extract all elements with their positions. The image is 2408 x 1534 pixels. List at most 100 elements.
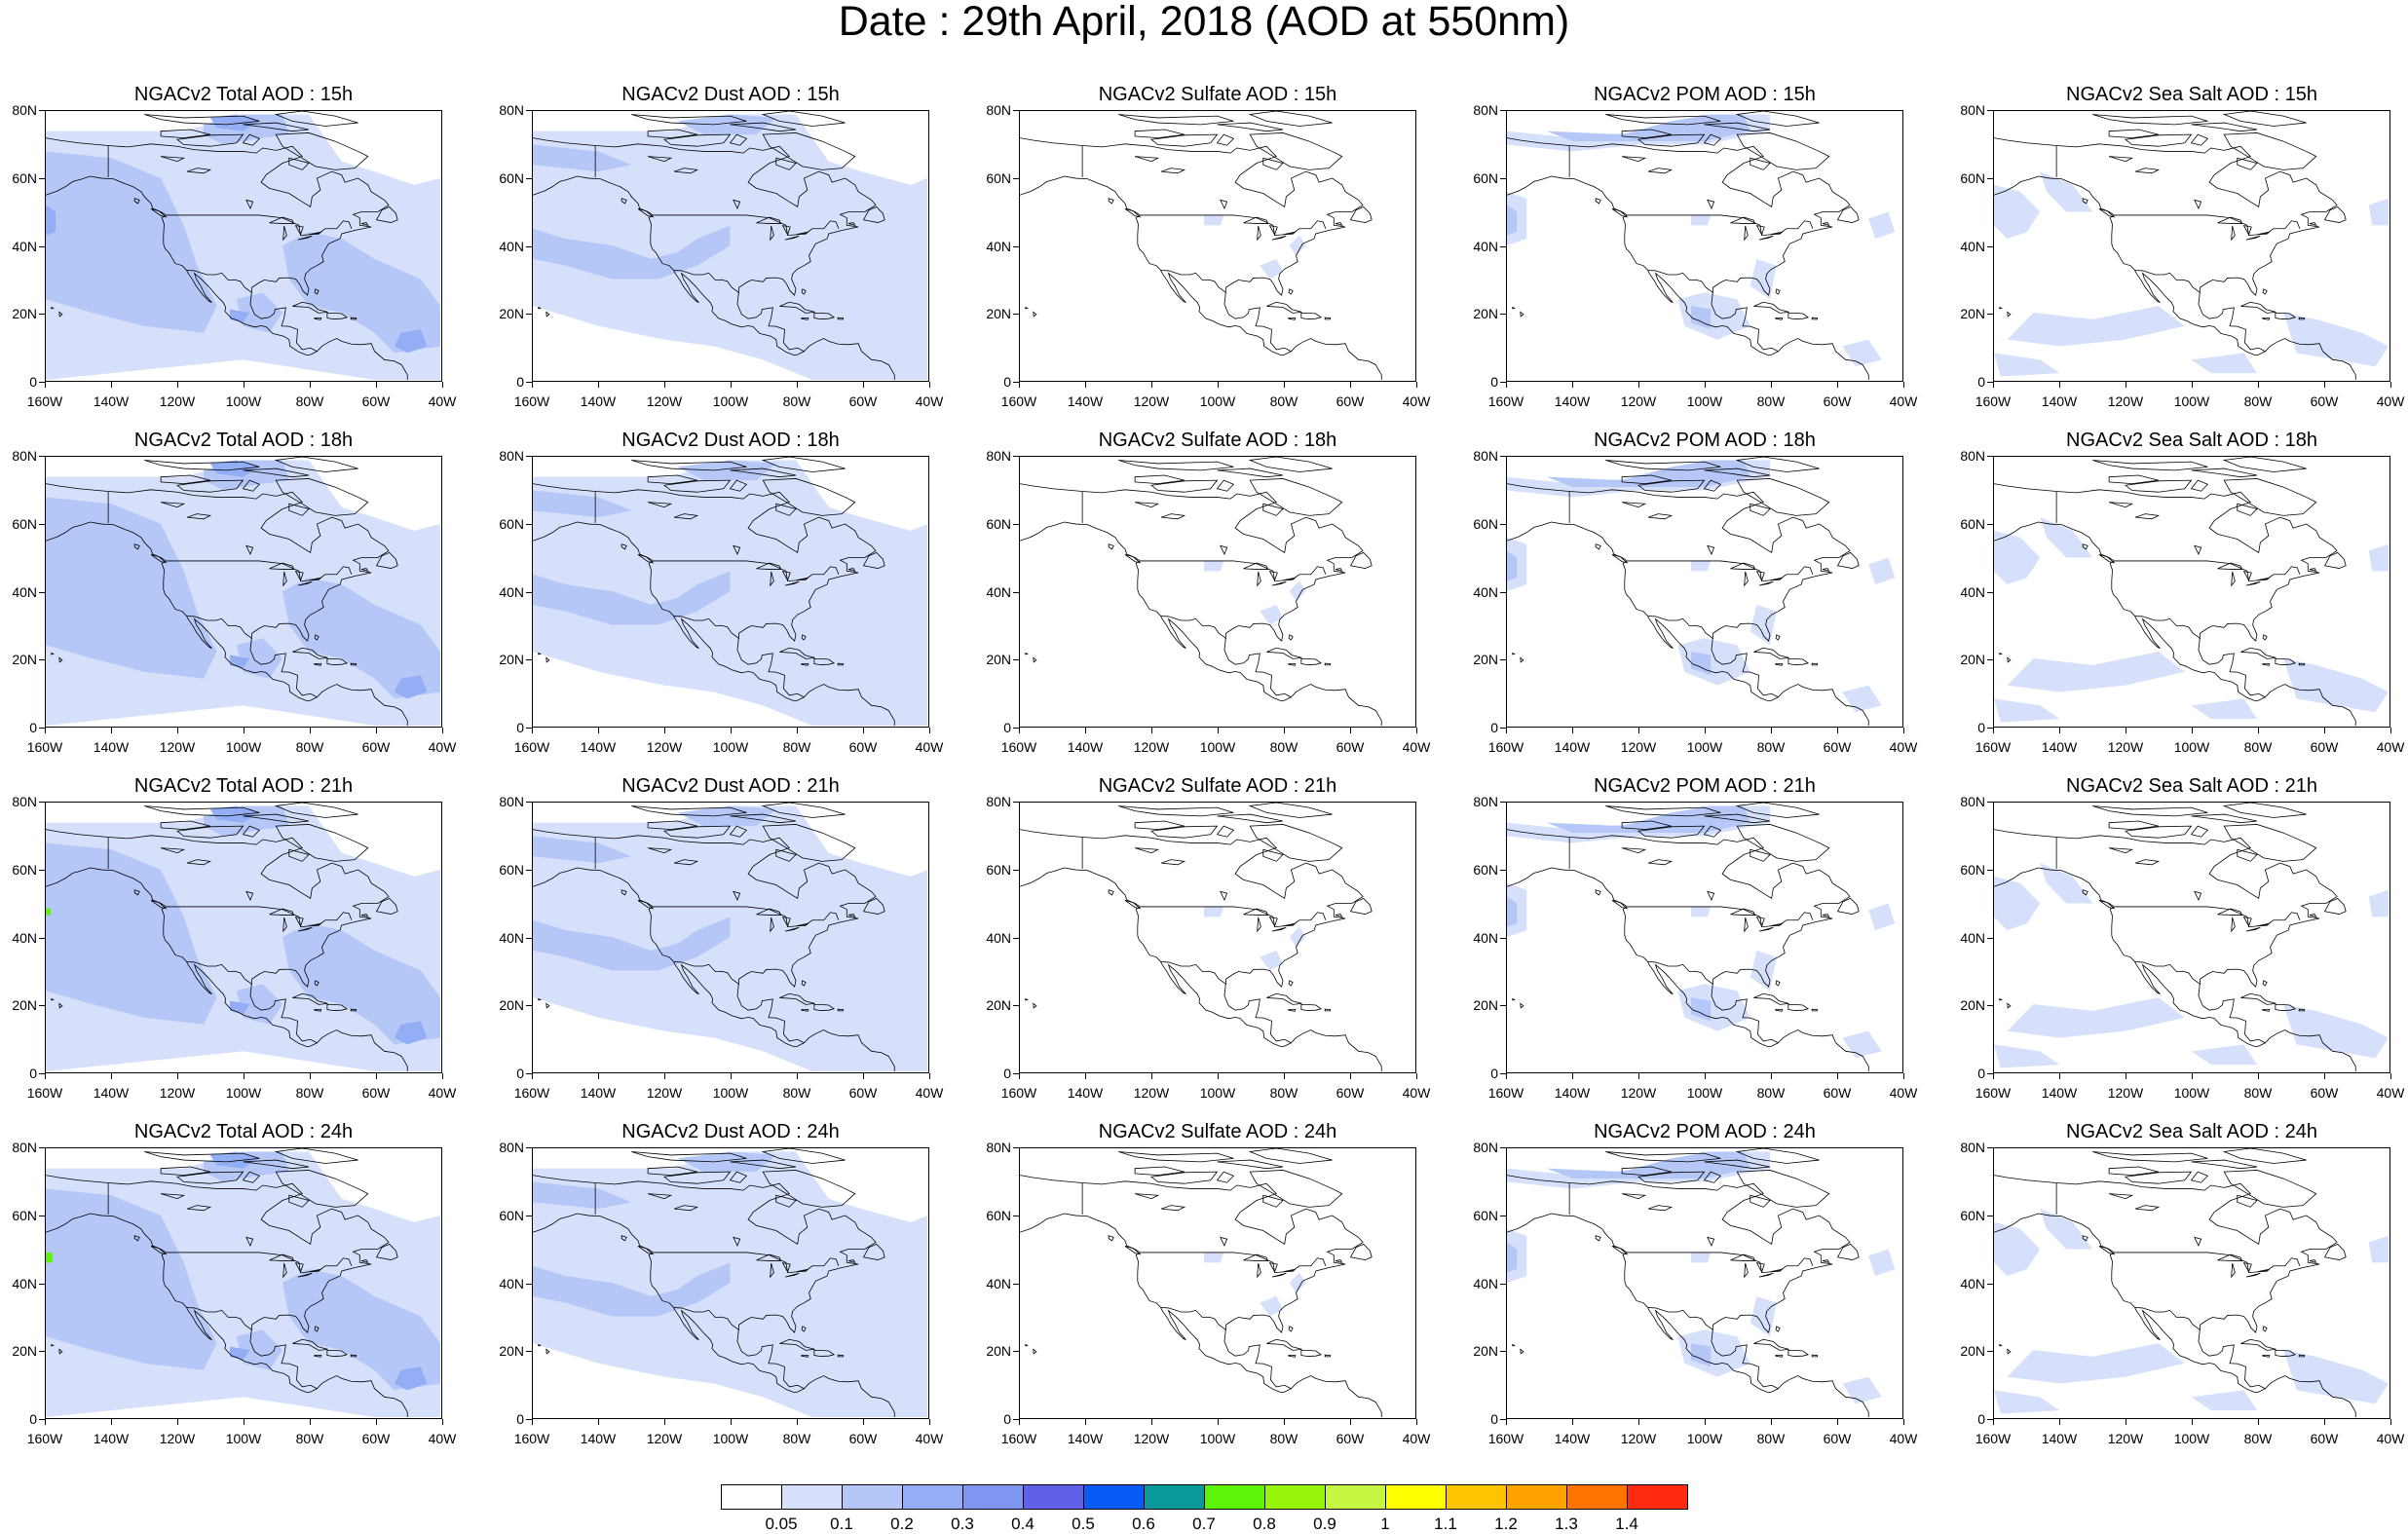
island-outline xyxy=(1999,1343,2003,1347)
x-tick-mark xyxy=(2192,728,2193,733)
map-panel: NGACv2 POM AOD : 15h 80N 60N 40N 20N 0 160W 140… xyxy=(1461,84,1919,429)
island-outline xyxy=(1135,1193,1160,1200)
x-tick-label: 60W xyxy=(848,739,878,755)
island-outline xyxy=(1811,1354,1819,1358)
x-tick-label: 80W xyxy=(782,739,811,755)
x-tick-mark xyxy=(598,1073,599,1079)
aod-fill-light xyxy=(1994,698,2060,723)
island-outline xyxy=(761,457,846,472)
y-tick-label: 60N xyxy=(12,515,37,532)
x-tick-label: 100W xyxy=(1686,739,1723,755)
island-outline xyxy=(1262,503,1284,516)
coastline xyxy=(1507,483,1869,726)
x-tick-mark xyxy=(664,1073,665,1079)
x-tick-label: 40W xyxy=(1402,393,1431,409)
coastline xyxy=(673,270,740,293)
aod-fill-light xyxy=(1260,950,1283,971)
x-tick-mark xyxy=(2059,728,2060,733)
x-tick-mark xyxy=(1837,728,1838,733)
island-outline xyxy=(546,1348,550,1355)
island-outline xyxy=(2298,662,2306,666)
x-tick-mark xyxy=(177,382,178,388)
island-outline xyxy=(770,917,774,933)
x-tick-mark xyxy=(598,1419,599,1425)
x-tick-mark xyxy=(45,728,46,733)
coastline xyxy=(533,1213,805,1394)
island-outline xyxy=(274,1148,358,1164)
island-outline xyxy=(2323,206,2347,223)
panel-title: NGACv2 Sulfate AOD : 18h xyxy=(1098,430,1337,451)
y-tick-mark xyxy=(1013,456,1019,457)
island-outline xyxy=(2262,288,2268,295)
panel-title: NGACv2 Sea Salt AOD : 21h xyxy=(2066,775,2317,797)
island-outline xyxy=(730,1159,797,1170)
island-outline xyxy=(2245,926,2261,932)
aod-map xyxy=(1020,1148,1382,1417)
island-outline xyxy=(2223,132,2317,170)
island-outline xyxy=(1216,825,1235,838)
aod-fill-light xyxy=(2040,863,2093,904)
island-outline xyxy=(375,897,398,915)
island-outline xyxy=(2237,503,2258,516)
x-tick-label: 160W xyxy=(513,739,550,755)
island-outline xyxy=(813,1003,836,1011)
island-outline xyxy=(2082,543,2088,550)
x-tick-label: 60W xyxy=(1823,393,1852,409)
y-tick-mark xyxy=(1013,1147,1019,1148)
island-outline xyxy=(2125,133,2193,147)
y-tick-label: 20N xyxy=(499,997,524,1014)
y-tick-label: 80N xyxy=(986,794,1011,809)
island-outline xyxy=(1647,168,1674,174)
island-outline xyxy=(813,657,836,665)
x-tick-mark xyxy=(1771,1073,1772,1079)
x-tick-label: 80W xyxy=(1269,739,1298,755)
coastline xyxy=(2114,906,2301,928)
map-panel: NGACv2 Total AOD : 24h 80N 60N 40N 20N 0 160W 1… xyxy=(0,1121,458,1466)
island-outline xyxy=(2242,917,2252,927)
island-outline xyxy=(1268,917,1278,927)
y-tick-mark xyxy=(1500,456,1506,457)
island-outline xyxy=(1134,1166,1185,1176)
aod-fill-light xyxy=(1691,1252,1712,1263)
x-tick-mark xyxy=(2390,1073,2391,1079)
y-tick-label: 80N xyxy=(986,102,1011,118)
aod-fill-light xyxy=(1677,638,1750,686)
island-outline xyxy=(2245,580,2261,586)
island-outline xyxy=(796,922,809,927)
x-tick-label: 100W xyxy=(712,1431,749,1446)
island-outline xyxy=(837,1354,845,1358)
island-outline xyxy=(1249,1170,1343,1208)
x-tick-mark xyxy=(1085,728,1086,733)
y-tick-label: 60N xyxy=(986,169,1011,186)
map-plot-area xyxy=(1019,802,1416,1073)
y-tick-label: 20N xyxy=(986,1343,1011,1360)
x-tick-label: 40W xyxy=(428,1431,457,1446)
island-outline xyxy=(2092,1151,2208,1163)
x-tick-label: 60W xyxy=(2310,739,2339,755)
island-outline xyxy=(1118,805,1234,817)
island-outline xyxy=(761,1148,846,1164)
island-outline xyxy=(2323,1243,2347,1260)
island-outline xyxy=(621,889,627,896)
coastline xyxy=(673,961,740,985)
coastline xyxy=(2114,214,2301,237)
aod-fill-light xyxy=(1289,580,1306,602)
y-tick-mark xyxy=(1987,591,1993,593)
island-outline xyxy=(326,1349,349,1357)
island-outline xyxy=(2309,568,2317,572)
x-tick-label: 60W xyxy=(1823,1431,1852,1446)
colorbar-label: 0.5 xyxy=(1072,1515,1095,1533)
x-tick-mark xyxy=(2192,1073,2193,1079)
island-outline xyxy=(862,551,885,569)
colorbar-swatch xyxy=(1204,1484,1265,1510)
x-tick-label: 160W xyxy=(1487,1085,1524,1101)
coastline xyxy=(673,1307,740,1330)
y-tick-mark xyxy=(526,1147,532,1148)
island-outline xyxy=(2191,468,2258,478)
colorbar-label: 0.05 xyxy=(765,1515,798,1533)
island-outline xyxy=(1288,1009,1297,1012)
colorbar-swatch xyxy=(842,1484,903,1510)
aod-fill-light xyxy=(1691,906,1712,917)
aod-fill-medium xyxy=(533,490,632,518)
panel-title: NGACv2 Sulfate AOD : 21h xyxy=(1098,775,1337,797)
